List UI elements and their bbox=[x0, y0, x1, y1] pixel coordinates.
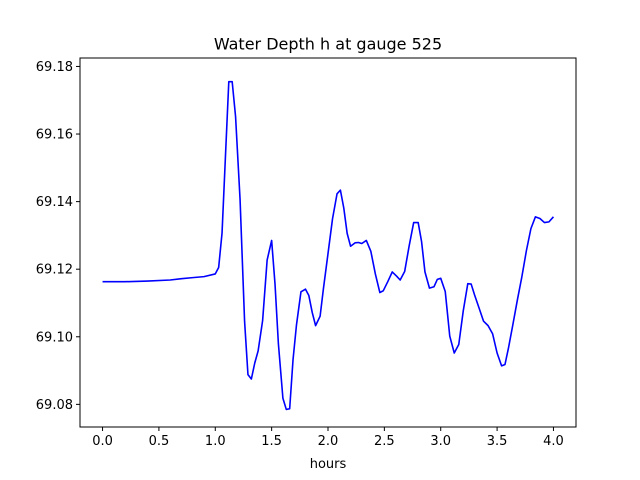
y-tick-label: 69.14 bbox=[36, 195, 73, 210]
x-tick-label: 2.5 bbox=[374, 434, 395, 449]
x-tick-label: 2.0 bbox=[318, 434, 339, 449]
y-tick-label: 69.16 bbox=[36, 128, 73, 143]
x-axis: 0.0 0.5 1.0 1.5 2.0 2.5 3.0 3.5 4.0 bbox=[92, 427, 564, 449]
y-tick-label: 69.12 bbox=[36, 263, 73, 278]
x-tick-label: 3.5 bbox=[487, 434, 508, 449]
chart-title: Water Depth h at gauge 525 bbox=[214, 35, 442, 54]
y-tick-label: 69.18 bbox=[36, 60, 73, 75]
x-tick-label: 4.0 bbox=[543, 434, 564, 449]
series-line-0 bbox=[102, 80, 555, 411]
y-axis: 69.08 69.10 69.12 69.14 69.16 69.18 bbox=[36, 60, 80, 413]
y-tick-label: 69.08 bbox=[36, 398, 73, 413]
x-tick-label: 0.5 bbox=[149, 434, 170, 449]
x-tick-label: 1.5 bbox=[261, 434, 282, 449]
x-tick-label: 0.0 bbox=[92, 434, 113, 449]
x-axis-label: hours bbox=[310, 457, 347, 472]
y-tick-label: 69.10 bbox=[36, 330, 73, 345]
x-tick-label: 1.0 bbox=[205, 434, 226, 449]
x-tick-label: 3.0 bbox=[430, 434, 451, 449]
